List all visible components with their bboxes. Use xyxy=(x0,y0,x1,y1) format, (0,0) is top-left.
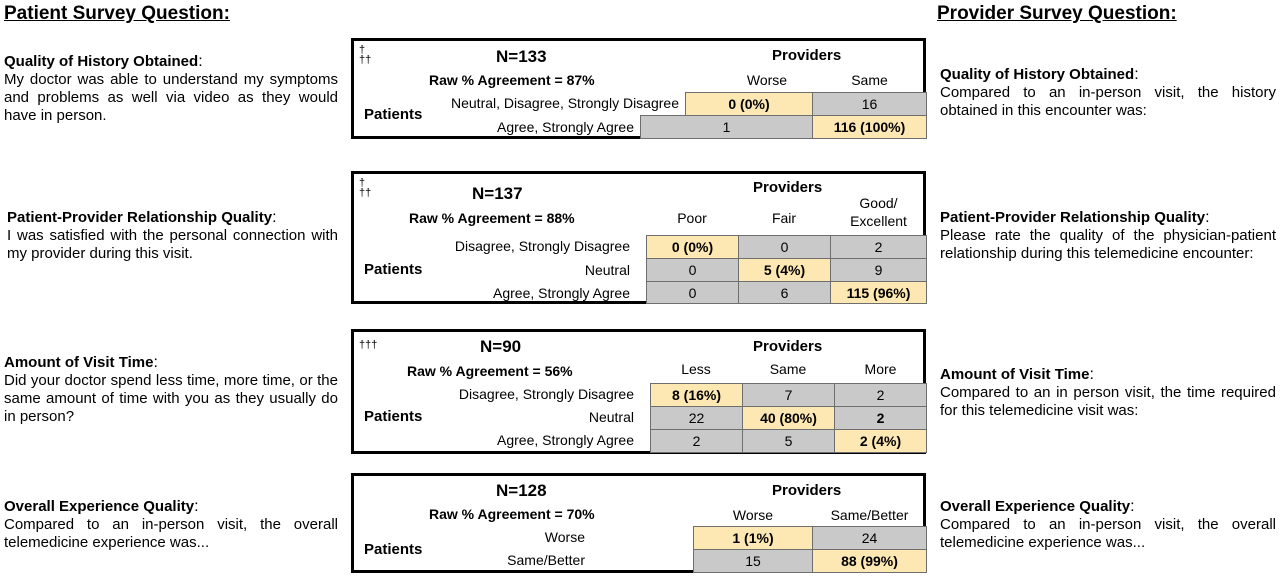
question-title: Overall Experience Quality xyxy=(940,498,1131,515)
row-label: Same/Better xyxy=(507,552,585,568)
col-label: Worse xyxy=(746,72,788,88)
patients-label: Patients xyxy=(364,408,423,425)
provider-survey-header: Provider Survey Question: xyxy=(937,3,1177,24)
col-label: Same xyxy=(851,72,888,88)
patient-question-history: Quality of History Obtained: My doctor w… xyxy=(4,53,338,124)
question-text: Please rate the quality of the physician… xyxy=(940,227,1276,262)
sample-size: N=128 xyxy=(496,481,547,500)
table-cell: 5 (4%) xyxy=(738,258,831,282)
table-cell: 115 (96%) xyxy=(830,281,927,304)
sample-size: N=137 xyxy=(472,184,523,203)
table-cell: 0 xyxy=(646,258,739,282)
patients-label: Patients xyxy=(364,541,423,558)
patients-label: Patients xyxy=(364,261,423,278)
col-label: More xyxy=(864,361,897,377)
row-label: Neutral xyxy=(584,262,630,278)
providers-label: Providers xyxy=(772,47,842,64)
col-label: Same xyxy=(769,361,807,377)
dagger-mark: ††† xyxy=(359,339,378,351)
col-label: Good/ Excellent xyxy=(850,195,907,229)
table-cell: 16 xyxy=(812,92,927,116)
table-cell: 5 xyxy=(742,429,835,453)
question-title: Amount of Visit Time xyxy=(940,366,1090,383)
question-title: Patient-Provider Relationship Quality xyxy=(940,209,1206,226)
sample-size: N=90 xyxy=(480,337,522,356)
table-cell: 0 xyxy=(738,235,831,259)
question-title: Overall Experience Quality xyxy=(4,498,195,515)
table-cell: 9 xyxy=(830,258,927,282)
table-cell: 2 (4%) xyxy=(834,429,927,453)
table-cell: 1 xyxy=(640,115,813,139)
table-cell: 8 (16%) xyxy=(650,383,743,407)
agreement-panel-history: † †† N=133 Raw % Agreement = 87% Provide… xyxy=(351,38,927,139)
table-cell: 2 xyxy=(834,383,927,407)
col-label: Less xyxy=(681,361,711,377)
row-label: Agree, Strongly Agree xyxy=(497,119,634,135)
row-label: Disagree, Strongly Disagree xyxy=(454,238,630,254)
question-title: Patient-Provider Relationship Quality xyxy=(7,209,273,226)
sample-size: N=133 xyxy=(496,47,547,66)
patient-question-visit-time: Amount of Visit Time: Did your doctor sp… xyxy=(4,354,338,425)
row-label: Neutral, Disagree, Strongly Disagree xyxy=(451,95,679,111)
question-text: I was satisfied with the personal connec… xyxy=(7,227,338,262)
raw-agreement: Raw % Agreement = 70% xyxy=(429,506,595,522)
raw-agreement: Raw % Agreement = 56% xyxy=(407,363,573,379)
providers-label: Providers xyxy=(772,482,842,499)
provider-question-overall: Overall Experience Quality: Compared to … xyxy=(940,498,1276,551)
provider-question-history: Quality of History Obtained: Compared to… xyxy=(940,66,1276,119)
provider-question-visit-time: Amount of Visit Time: Compared to an in … xyxy=(940,366,1276,419)
table-cell: 24 xyxy=(812,526,927,550)
col-label: Worse xyxy=(732,507,774,523)
row-label: Agree, Strongly Agree xyxy=(497,432,634,448)
table-cell: 2 xyxy=(830,235,927,259)
agreement-panel-overall: N=128 Raw % Agreement = 70% Providers Wo… xyxy=(351,473,927,573)
table-cell: 2 xyxy=(834,406,927,430)
table-cell: 88 (99%) xyxy=(812,549,927,573)
patients-label: Patients xyxy=(364,106,423,123)
question-text: Compared to an in-person visit, the hist… xyxy=(940,84,1276,119)
providers-label: Providers xyxy=(753,179,823,196)
dagger-mark: † †† xyxy=(359,177,372,199)
question-text: Compared to an in-person visit, the over… xyxy=(4,516,338,551)
patient-survey-header: Patient Survey Question: xyxy=(4,3,230,24)
agreement-panel-relationship: † †† N=137 Raw % Agreement = 88% Provide… xyxy=(351,171,927,304)
table-cell: 40 (80%) xyxy=(742,406,835,430)
raw-agreement: Raw % Agreement = 87% xyxy=(429,72,595,88)
question-text: My doctor was able to understand my symp… xyxy=(4,71,338,124)
row-label: Agree, Strongly Agree xyxy=(493,285,630,301)
row-label: Neutral xyxy=(588,409,634,425)
question-title: Quality of History Obtained xyxy=(4,53,199,70)
col-label: Same/Better xyxy=(830,507,909,523)
row-label: Worse xyxy=(544,529,585,545)
question-text: Compared to an in-person visit, the over… xyxy=(940,516,1276,551)
table-cell: 116 (100%) xyxy=(812,115,927,139)
raw-agreement: Raw % Agreement = 88% xyxy=(409,210,575,226)
patient-question-overall: Overall Experience Quality: Compared to … xyxy=(4,498,338,551)
question-title: Quality of History Obtained xyxy=(940,66,1135,83)
table-cell: 0 xyxy=(646,281,739,304)
table-cell: 7 xyxy=(742,383,835,407)
table-cell: 0 (0%) xyxy=(685,92,813,116)
question-text: Compared to an in person visit, the time… xyxy=(940,384,1276,419)
question-title: Amount of Visit Time xyxy=(4,354,154,371)
table-cell: 22 xyxy=(650,406,743,430)
patient-question-relationship: Patient-Provider Relationship Quality: I… xyxy=(7,209,338,262)
provider-question-relationship: Patient-Provider Relationship Quality: P… xyxy=(940,209,1276,262)
col-label: Fair xyxy=(771,210,797,226)
table-cell: 1 (1%) xyxy=(693,526,813,550)
row-label: Disagree, Strongly Disagree xyxy=(458,386,634,402)
col-label: Poor xyxy=(677,210,707,226)
dagger-mark: † †† xyxy=(359,44,372,66)
table-cell: 0 (0%) xyxy=(646,235,739,259)
question-text: Did your doctor spend less time, more ti… xyxy=(4,372,338,425)
agreement-panel-visit-time: ††† N=90 Raw % Agreement = 56% Providers… xyxy=(351,329,927,454)
providers-label: Providers xyxy=(753,338,823,355)
table-cell: 2 xyxy=(650,429,743,453)
table-cell: 15 xyxy=(693,549,813,573)
table-cell: 6 xyxy=(738,281,831,304)
